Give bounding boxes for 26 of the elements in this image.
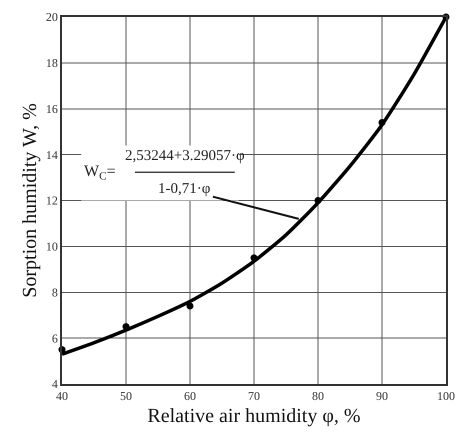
y-tick-label: 16: [46, 102, 58, 116]
y-tick-label: 12: [46, 194, 58, 208]
x-axis-title: Relative air humidity φ, %: [147, 405, 361, 428]
y-tick-label: 20: [46, 10, 58, 24]
y-tick-label: 18: [46, 56, 58, 70]
x-tick-label: 50: [120, 389, 132, 404]
annotation: 2,53244+3.29057·φ: [125, 148, 245, 164]
x-tick-label: 60: [184, 389, 196, 404]
x-tick-label: 90: [376, 389, 388, 404]
x-tick-label: 40: [56, 389, 68, 404]
point: [314, 197, 322, 204]
point: [378, 119, 386, 126]
x-tick-label: 100: [437, 389, 455, 404]
y-tick-label: 6: [52, 331, 58, 346]
y-tick-label: 8: [52, 285, 58, 300]
x-tick-label: 80: [312, 389, 324, 404]
point: [250, 254, 258, 262]
annotation: 1-0,71·φ: [158, 181, 211, 197]
point: [122, 323, 130, 330]
annotation: W$_{C}$=: [84, 163, 116, 182]
point: [186, 302, 194, 310]
y-axis-title: Sorption humidity W, %: [18, 103, 41, 298]
y-tick-label: 14: [46, 148, 58, 162]
y-tick-label: 10: [46, 240, 58, 254]
y-tick-label: 4: [52, 377, 58, 392]
x-tick-label: 70: [248, 389, 260, 404]
